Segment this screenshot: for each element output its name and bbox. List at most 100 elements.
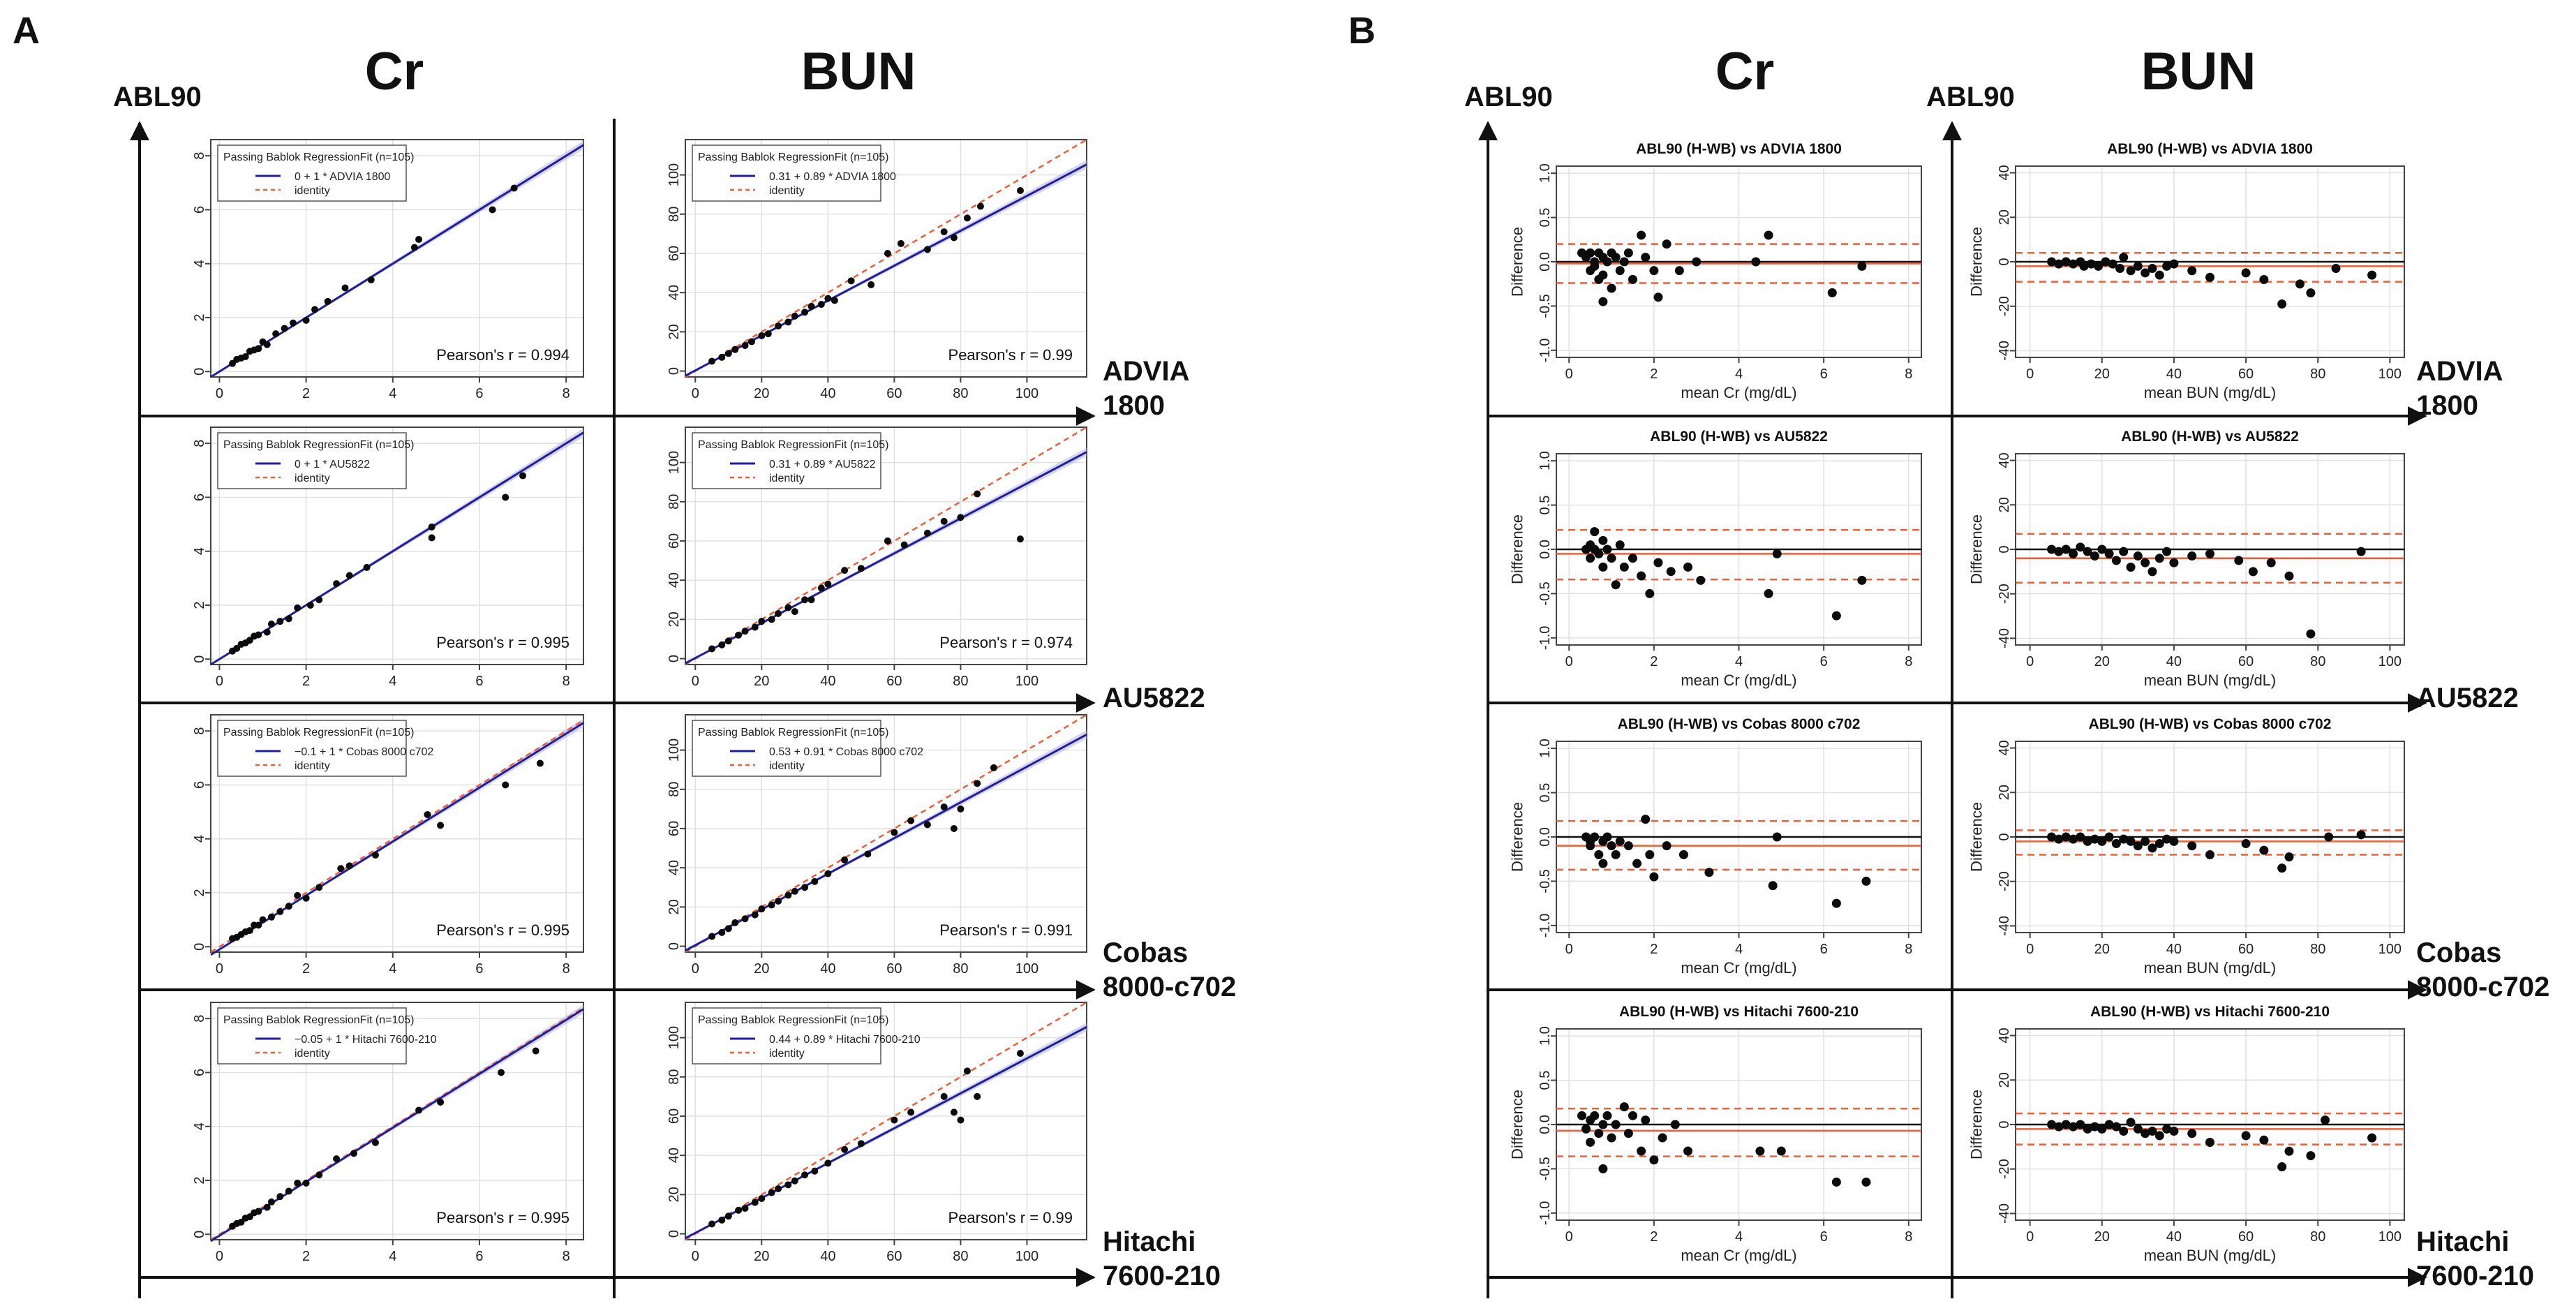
data-point	[775, 322, 782, 329]
data-point	[246, 927, 253, 935]
data-point	[1619, 1102, 1629, 1112]
data-point	[940, 1092, 948, 1100]
chart-a-bun-row-1: 0 20 40 60 80 100 0 20 40 60 80 100 Passing Bablok R…	[667, 426, 1087, 689]
x-tick-label: 20	[754, 674, 769, 689]
data-point	[341, 284, 349, 292]
legend-entry: identity	[769, 473, 805, 484]
data-point	[267, 1198, 275, 1206]
data-point	[900, 541, 908, 549]
x-tick-label: 0	[1565, 654, 1573, 669]
data-point	[2187, 266, 2197, 276]
x-axis-label: mean BUN (mg/dL)	[2144, 384, 2277, 401]
data-point	[775, 609, 782, 617]
y-tick-label: 6	[192, 494, 207, 501]
data-point	[957, 514, 965, 521]
y-tick-label: 1.0	[1538, 163, 1553, 183]
data-point	[2169, 1127, 2179, 1136]
data-point	[1598, 1120, 1608, 1129]
data-point	[267, 913, 275, 921]
data-point	[940, 803, 948, 811]
data-point	[2090, 551, 2099, 561]
panel-a-column-header-bun: BUN	[801, 42, 916, 101]
data-point	[817, 584, 825, 592]
x-tick-label: 4	[1735, 654, 1743, 669]
plot-frame	[210, 426, 584, 665]
row-label-line: 8000-c702	[2416, 972, 2549, 1002]
y-tick-label: 8	[192, 727, 207, 735]
y-tick-label: 0.0	[1538, 827, 1553, 847]
data-point	[2162, 834, 2172, 844]
y-tick-label: 2	[192, 1176, 207, 1184]
panel-a-row-label-1: AU5822	[1103, 683, 1205, 713]
data-point	[1696, 575, 1706, 585]
y-tick-label: 4	[192, 260, 207, 267]
data-point	[724, 1212, 732, 1220]
data-point	[2331, 264, 2341, 274]
data-point	[1598, 535, 1608, 545]
x-tick-label: 40	[820, 674, 835, 689]
x-tick-label: 0	[2026, 654, 2034, 669]
data-point	[2141, 1129, 2150, 1138]
data-point	[263, 1203, 271, 1211]
legend-entry: 0 + 1 * ADVIA 1800	[295, 171, 391, 183]
data-point	[891, 1116, 898, 1124]
data-point	[1577, 1111, 1586, 1120]
data-point	[1581, 1124, 1591, 1134]
data-point	[2111, 1122, 2121, 1132]
legend-box	[692, 1007, 881, 1065]
data-point	[963, 214, 971, 222]
y-tick-label: 0	[667, 1230, 682, 1238]
data-point	[2119, 834, 2129, 844]
data-point	[2356, 547, 2366, 556]
chart-b-cr-row-2: 0 2 4 6 8 -1.0 -0.5 0.0 0.5 1.0 ABL90 (H-WB) vs Co…	[1509, 716, 1922, 977]
data-point	[1598, 1164, 1608, 1173]
data-point	[272, 330, 280, 338]
x-tick-label: 8	[1905, 366, 1912, 382]
pearson-label: Pearson's r = 0.99	[948, 1209, 1073, 1226]
chart-title: ABL90 (H-WB) vs Hitachi 7600-210	[1619, 1004, 1859, 1020]
data-point	[2133, 841, 2143, 851]
chart-b-bun-row-1: 0 20 40 60 80 100 -40 -20 0 20 40 ABL90 (H-WB) vs A…	[1968, 429, 2405, 689]
legend-entry: identity	[295, 760, 330, 772]
x-axis-label: mean Cr (mg/dL)	[1681, 384, 1796, 401]
data-point	[2284, 852, 2294, 862]
data-point	[768, 901, 775, 909]
data-point	[923, 529, 931, 537]
data-point	[1768, 881, 1778, 891]
data-point	[285, 1187, 292, 1195]
x-tick-label: 100	[2378, 654, 2402, 669]
y-tick-label: -1.0	[1538, 1201, 1553, 1225]
data-point	[791, 312, 798, 320]
data-point	[1637, 571, 1646, 581]
data-point	[791, 608, 798, 616]
data-point	[907, 1108, 915, 1116]
y-tick-label: 80	[667, 782, 682, 797]
legend-title: Passing Bablok RegressionFit (n=105)	[698, 727, 888, 739]
data-point	[502, 781, 509, 789]
chart-a-cr-row-0: 0 2 4 6 8 0 2 4 6 8 Passing Bablok RegressionFit (…	[192, 139, 584, 401]
data-point	[2241, 268, 2251, 278]
data-point	[957, 1116, 965, 1124]
data-point	[1602, 257, 1612, 267]
identity-line	[210, 719, 584, 954]
data-point	[2083, 547, 2092, 556]
data-point	[940, 228, 948, 236]
y-tick-label: 0	[192, 943, 207, 951]
chart-a-cr-row-2: 0 2 4 6 8 0 2 4 6 8 Passing Bablok RegressionFit (…	[192, 714, 584, 977]
data-point	[1016, 187, 1024, 195]
y-axis-label: Difference	[1509, 514, 1526, 584]
legend-entry: 0.31 + 0.89 * AU5822	[769, 459, 876, 470]
y-tick-label: -1.0	[1538, 339, 1553, 362]
data-point	[255, 631, 262, 639]
y-tick-label: 1.0	[1538, 739, 1553, 758]
data-point	[1611, 580, 1621, 590]
y-tick-label: 2	[192, 889, 207, 896]
plot-frame	[210, 714, 584, 953]
x-tick-label: 2	[302, 386, 310, 401]
data-point	[267, 621, 275, 628]
x-tick-label: 8	[563, 1249, 570, 1264]
data-point	[2054, 834, 2064, 844]
data-point	[2126, 1118, 2136, 1127]
data-point	[2169, 836, 2179, 846]
